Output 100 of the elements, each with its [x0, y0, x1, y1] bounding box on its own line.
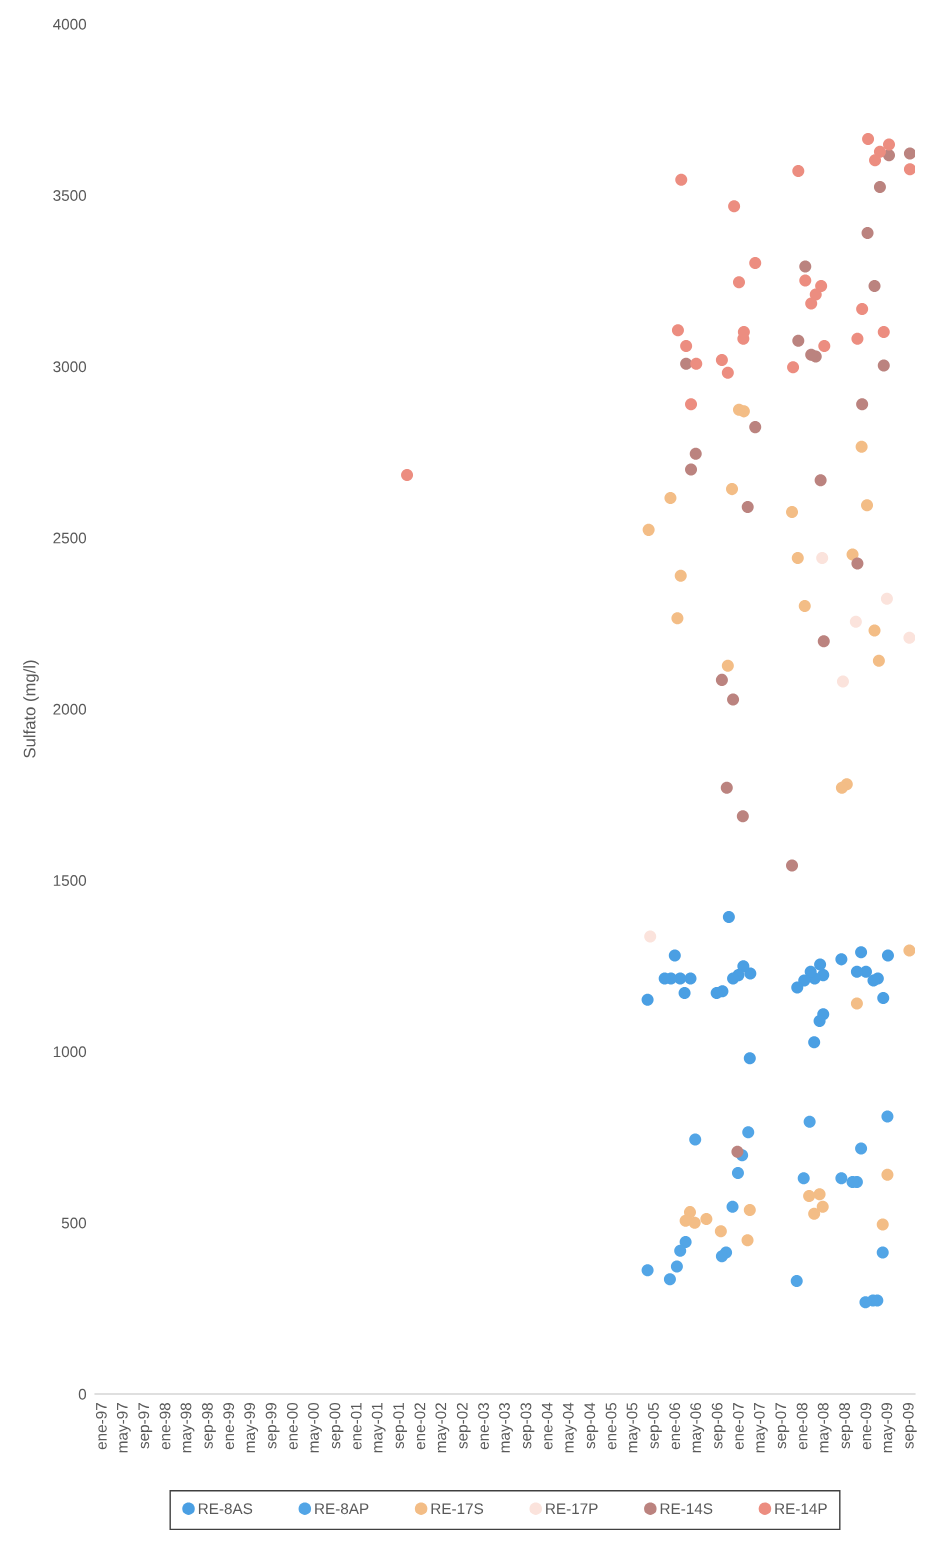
y-tick-label: 500: [61, 1217, 87, 1229]
point: [872, 654, 885, 667]
point: [715, 1250, 728, 1263]
point: [813, 1015, 826, 1028]
x-tick-label: may-03: [499, 1403, 513, 1453]
legend-label: RE-17S: [431, 1503, 484, 1515]
point: [727, 693, 740, 706]
point: [881, 949, 894, 962]
point: [855, 1142, 868, 1155]
x-tick-label: ene-06: [669, 1403, 681, 1450]
legend-label: RE-8AS: [198, 1503, 253, 1515]
point: [873, 181, 886, 194]
point: [817, 635, 830, 648]
y-tick-label: 4000: [53, 18, 87, 30]
y-tick-label: 2500: [53, 532, 87, 544]
point: [877, 359, 890, 372]
point: [641, 993, 654, 1006]
point: [790, 1274, 803, 1287]
point: [721, 366, 734, 379]
point: [679, 1235, 692, 1248]
point: [679, 1214, 692, 1227]
y-tick-label: 0: [78, 1388, 87, 1400]
point: [732, 403, 746, 416]
point: [880, 592, 893, 605]
point: [731, 1145, 744, 1158]
point: [726, 1200, 739, 1213]
point: [805, 297, 818, 310]
point: [869, 154, 882, 167]
point: [644, 930, 657, 943]
point: [401, 469, 414, 482]
point: [737, 960, 750, 973]
x-tick-label: may-01: [371, 1403, 386, 1453]
point: [868, 280, 881, 293]
point: [683, 1206, 696, 1219]
x-tick-label: ene-07: [732, 1403, 744, 1450]
point: [736, 810, 749, 823]
x-tick-label: sep-00: [329, 1402, 344, 1449]
x-tick-label: ene-97: [95, 1403, 107, 1450]
x-tick-label: ene-98: [159, 1402, 171, 1450]
point: [835, 953, 848, 966]
point: [690, 357, 703, 370]
x-tick-label: ene-00: [286, 1402, 298, 1450]
point: [877, 992, 890, 1005]
point: [670, 1260, 683, 1273]
point: [851, 332, 864, 345]
x-tick-label: sep-08: [839, 1402, 854, 1449]
x-tick-label: sep-05: [648, 1402, 662, 1449]
point: [804, 965, 817, 978]
point: [741, 500, 754, 513]
point: [808, 1207, 821, 1220]
point: [742, 1126, 755, 1139]
legend-label: RE-8AP: [315, 1503, 369, 1515]
point: [749, 421, 762, 434]
x-tick-label: sep-02: [456, 1403, 471, 1449]
point: [741, 1234, 754, 1247]
point: [903, 944, 915, 957]
x-tick-label: ene-03: [478, 1403, 489, 1450]
point: [731, 1167, 744, 1180]
point: [674, 1244, 687, 1257]
x-tick-label: may-04: [562, 1402, 577, 1453]
x-tick-label: may-07: [753, 1403, 768, 1453]
point: [685, 398, 698, 411]
point: [791, 551, 804, 564]
x-tick-label: may-00: [308, 1402, 322, 1453]
point: [851, 557, 864, 570]
point: [726, 483, 739, 496]
point: [689, 1133, 702, 1146]
point: [873, 145, 886, 158]
x-tick-label: may-98: [180, 1402, 195, 1453]
point: [664, 492, 677, 505]
point: [814, 474, 827, 487]
x-tick-label: sep-98: [202, 1402, 216, 1449]
point: [881, 1110, 894, 1123]
point: [799, 260, 812, 273]
point: [786, 506, 799, 519]
point: [714, 1225, 727, 1238]
point: [743, 1204, 756, 1217]
point: [791, 981, 804, 994]
point: [856, 302, 869, 315]
x-tick-label: sep-01: [393, 1403, 408, 1449]
point: [814, 958, 827, 971]
point: [792, 164, 805, 177]
point: [876, 1218, 889, 1231]
x-tick-label: sep-06: [711, 1403, 726, 1449]
point: [818, 339, 831, 352]
point: [675, 173, 688, 186]
x-tick-label: ene-01: [350, 1403, 362, 1450]
point: [641, 1264, 654, 1277]
point: [903, 163, 915, 176]
point: [861, 499, 874, 512]
x-tick-label: may-06: [690, 1403, 705, 1453]
x-tick-label: may-99: [244, 1403, 259, 1453]
point: [836, 675, 849, 688]
point: [877, 325, 890, 338]
point: [786, 859, 799, 872]
point: [727, 972, 740, 985]
point: [671, 612, 684, 625]
y-tick-label: 2000: [53, 703, 87, 715]
point: [749, 257, 762, 270]
point: [815, 280, 828, 293]
